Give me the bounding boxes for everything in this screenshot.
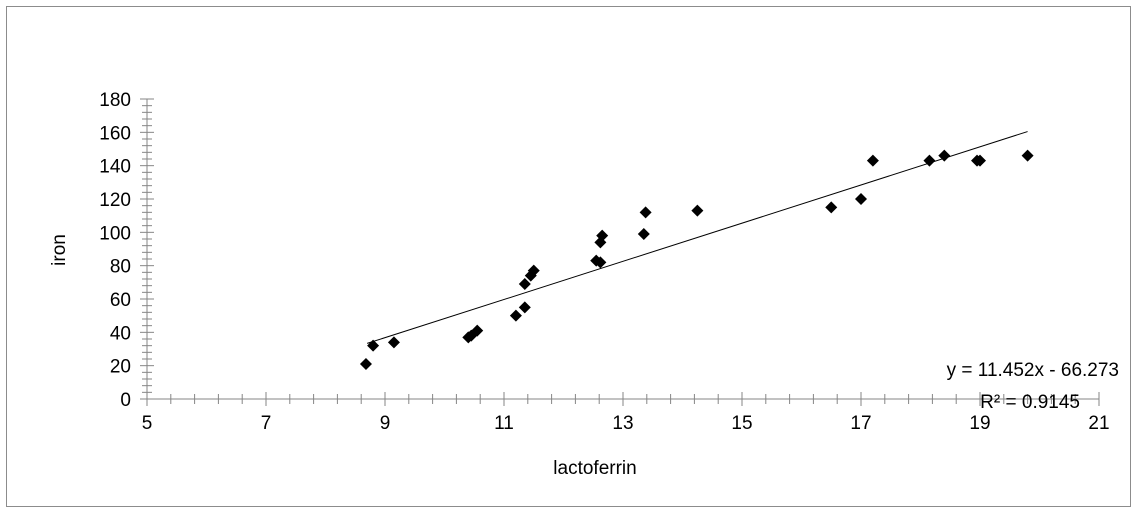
- trendline-group: [366, 131, 1028, 344]
- y-tick-label: 160: [99, 123, 131, 144]
- data-point: [387, 336, 400, 349]
- x-tick-label: 9: [380, 413, 391, 434]
- data-point: [637, 228, 650, 240]
- trendline-equation: y = 11.452x - 66.273: [947, 360, 1119, 381]
- data-points: [359, 149, 1034, 370]
- axes: [140, 98, 1100, 406]
- y-tick-label: 60: [110, 290, 131, 311]
- data-point: [359, 358, 372, 370]
- x-tick-label: 5: [142, 413, 153, 434]
- y-tick-label: 180: [99, 90, 131, 111]
- y-tick-label: 100: [99, 223, 131, 244]
- x-tick-label: 7: [261, 413, 272, 434]
- data-point: [1021, 149, 1034, 162]
- y-axis-title: iron: [49, 234, 70, 266]
- x-tick-label: 19: [969, 413, 990, 434]
- data-point: [974, 154, 986, 167]
- data-point: [509, 309, 522, 322]
- data-point: [639, 206, 652, 219]
- data-point: [938, 149, 951, 162]
- x-tick-label: 13: [612, 413, 633, 434]
- data-point: [596, 229, 609, 242]
- data-point: [594, 256, 607, 269]
- trendline: [366, 131, 1028, 344]
- y-tick-label: 80: [110, 257, 131, 278]
- data-point: [855, 193, 867, 205]
- scatter-chart: 5 7 9 11 13 15 17 19 21020406080100120140160180 …: [49, 90, 1119, 479]
- trendline-r-squared: R² = 0.9145: [980, 392, 1080, 413]
- x-tick-label: 11: [494, 413, 514, 434]
- chart-area: 5 7 9 11 13 15 17 19 21 0 20 40 60 80 100 120 140 160 180 …: [6, 6, 1131, 507]
- tick-labels: 5 7 9 11 13 15 17 19 21 0 20 40 60 80 100 120 140 160 180: [99, 90, 1109, 434]
- y-tick-label: 140: [99, 157, 131, 178]
- data-point: [825, 201, 838, 214]
- x-axis-title: lactoferrin: [553, 458, 636, 479]
- x-tick-label: 21: [1088, 413, 1109, 434]
- data-point: [527, 264, 540, 277]
- data-point: [866, 154, 879, 167]
- data-point: [367, 339, 380, 352]
- x-tick-label: 15: [731, 413, 752, 434]
- data-point: [471, 324, 484, 337]
- data-point: [923, 154, 936, 167]
- y-tick-label: 120: [99, 190, 131, 211]
- y-tick-label: 40: [110, 323, 131, 344]
- y-tick-label: 0: [120, 390, 131, 411]
- x-tick-label: 17: [850, 413, 871, 434]
- y-tick-label: 20: [110, 357, 131, 378]
- data-point: [518, 278, 531, 290]
- data-point: [691, 204, 704, 217]
- data-point: [518, 301, 531, 314]
